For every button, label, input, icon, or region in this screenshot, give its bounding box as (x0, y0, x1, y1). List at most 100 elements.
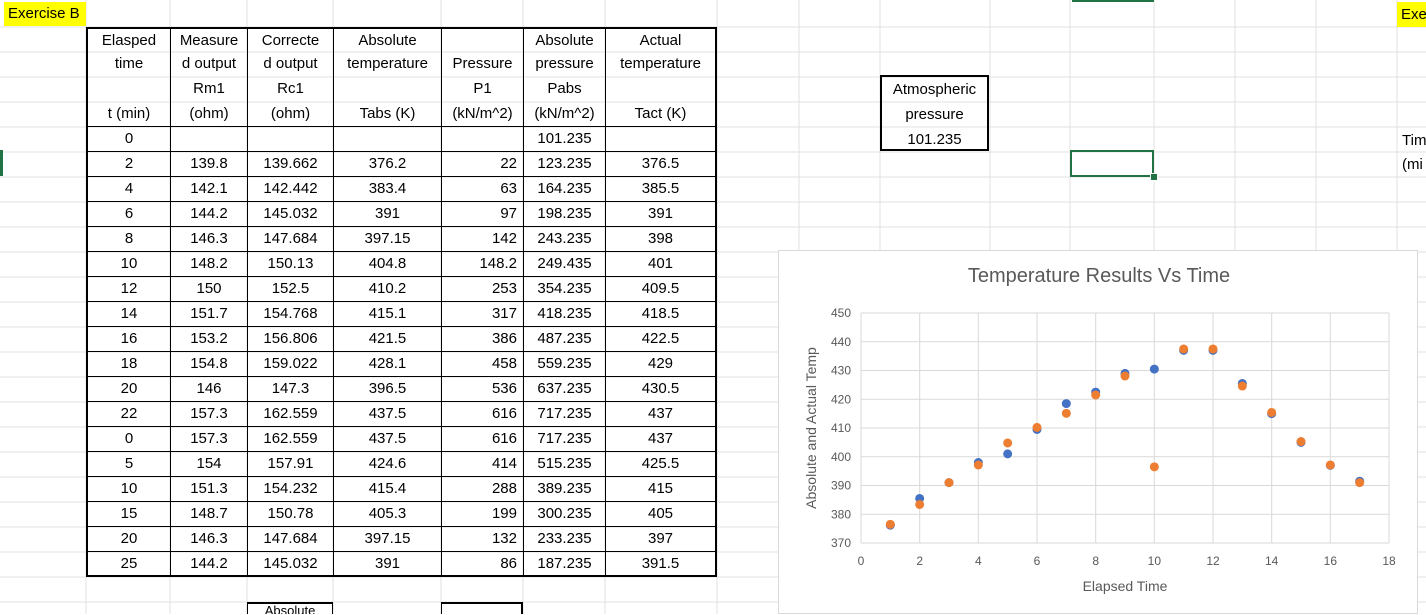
table-cell[interactable]: 409.5 (605, 277, 717, 302)
table-cell[interactable]: 414 (441, 452, 523, 477)
table-cell[interactable]: 151.3 (170, 477, 247, 502)
selected-cell[interactable] (1070, 150, 1154, 177)
table-cell[interactable]: 148.2 (441, 252, 523, 277)
table-cell[interactable]: 437 (605, 427, 717, 452)
table-cell[interactable]: 139.8 (170, 152, 247, 177)
table-cell[interactable]: 142 (441, 227, 523, 252)
table-cell[interactable]: 422.5 (605, 327, 717, 352)
table-cell[interactable]: 616 (441, 402, 523, 427)
table-cell[interactable]: 187.235 (523, 552, 605, 577)
table-cell[interactable]: 157.91 (247, 452, 333, 477)
table-cell[interactable]: 20 (86, 527, 170, 552)
table-cell[interactable]: 148.2 (170, 252, 247, 277)
table-cell[interactable]: 391 (333, 202, 441, 227)
table-cell[interactable]: 376.2 (333, 152, 441, 177)
table-cell[interactable]: 354.235 (523, 277, 605, 302)
table-cell[interactable]: 410.2 (333, 277, 441, 302)
table-cell[interactable]: 144.2 (170, 552, 247, 577)
table-cell[interactable]: 437 (605, 402, 717, 427)
table-cell[interactable]: 10 (86, 252, 170, 277)
header-cell[interactable]: Tact (K) (605, 102, 717, 127)
table-cell[interactable]: 418.235 (523, 302, 605, 327)
table-cell[interactable]: 405.3 (333, 502, 441, 527)
table-cell[interactable]: 145.032 (247, 552, 333, 577)
header-cell[interactable]: (kN/m^2) (441, 102, 523, 127)
header-cell[interactable]: pressure (523, 52, 605, 77)
table-cell[interactable]: 123.235 (523, 152, 605, 177)
table-cell[interactable]: 6 (86, 202, 170, 227)
scatter-chart[interactable]: Temperature Results Vs Time 370 380 390 400… (778, 250, 1418, 614)
table-cell[interactable]: 147.684 (247, 227, 333, 252)
table-cell[interactable]: 430.5 (605, 377, 717, 402)
table-cell[interactable] (247, 127, 333, 152)
header-cell[interactable]: Elasped (86, 27, 170, 52)
table-cell[interactable]: 139.662 (247, 152, 333, 177)
header-cell[interactable]: (ohm) (247, 102, 333, 127)
table-cell[interactable]: 391 (605, 202, 717, 227)
partial-header-cell[interactable]: Absolute (247, 602, 333, 614)
fill-handle[interactable] (1150, 173, 1158, 181)
table-cell[interactable]: 157.3 (170, 402, 247, 427)
table-cell[interactable]: 424.6 (333, 452, 441, 477)
table-cell[interactable]: 397.15 (333, 527, 441, 552)
header-cell[interactable]: Correcte (247, 27, 333, 52)
header-cell[interactable] (441, 27, 523, 52)
header-cell[interactable]: d output (247, 52, 333, 77)
table-cell[interactable]: 717.235 (523, 427, 605, 452)
table-cell[interactable]: 144.2 (170, 202, 247, 227)
table-cell[interactable]: 145.032 (247, 202, 333, 227)
table-cell[interactable]: 5 (86, 452, 170, 477)
table-cell[interactable]: 157.3 (170, 427, 247, 452)
table-cell[interactable]: 404.8 (333, 252, 441, 277)
table-cell[interactable] (605, 127, 717, 152)
table-cell[interactable]: 146 (170, 377, 247, 402)
header-cell[interactable]: Actual (605, 27, 717, 52)
table-cell[interactable]: 22 (86, 402, 170, 427)
table-cell[interactable]: 154.8 (170, 352, 247, 377)
table-cell[interactable]: 487.235 (523, 327, 605, 352)
header-cell[interactable]: d output (170, 52, 247, 77)
table-cell[interactable]: 199 (441, 502, 523, 527)
table-cell[interactable]: 401 (605, 252, 717, 277)
table-cell[interactable]: 16 (86, 327, 170, 352)
table-cell[interactable]: 150.13 (247, 252, 333, 277)
table-cell[interactable]: 164.235 (523, 177, 605, 202)
time-unit-fragment[interactable]: (mi (1402, 156, 1423, 173)
table-cell[interactable]: 14 (86, 302, 170, 327)
table-cell[interactable]: 15 (86, 502, 170, 527)
table-cell[interactable]: 428.1 (333, 352, 441, 377)
table-cell[interactable]: 397 (605, 527, 717, 552)
table-cell[interactable]: 536 (441, 377, 523, 402)
table-cell[interactable]: 559.235 (523, 352, 605, 377)
table-cell[interactable]: 101.235 (523, 127, 605, 152)
table-cell[interactable]: 717.235 (523, 402, 605, 427)
table-cell[interactable] (441, 127, 523, 152)
table-cell[interactable]: 437.5 (333, 402, 441, 427)
table-cell[interactable]: 300.235 (523, 502, 605, 527)
exercise-label-right[interactable]: Exe (1397, 2, 1426, 27)
table-cell[interactable]: 385.5 (605, 177, 717, 202)
table-cell[interactable]: 146.3 (170, 527, 247, 552)
header-cell[interactable]: (kN/m^2) (523, 102, 605, 127)
table-cell[interactable]: 0 (86, 127, 170, 152)
table-cell[interactable]: 4 (86, 177, 170, 202)
table-cell[interactable]: 142.442 (247, 177, 333, 202)
table-cell[interactable]: 142.1 (170, 177, 247, 202)
table-cell[interactable]: 154 (170, 452, 247, 477)
header-cell[interactable]: Rm1 (170, 77, 247, 102)
table-cell[interactable]: 405 (605, 502, 717, 527)
header-cell[interactable]: Measure (170, 27, 247, 52)
table-cell[interactable]: 159.022 (247, 352, 333, 377)
header-cell[interactable]: Absolute (333, 27, 441, 52)
table-cell[interactable]: 162.559 (247, 427, 333, 452)
table-cell[interactable]: 397.15 (333, 227, 441, 252)
table-cell[interactable]: 415.4 (333, 477, 441, 502)
table-cell[interactable]: 97 (441, 202, 523, 227)
header-cell[interactable]: Absolute (523, 27, 605, 52)
table-cell[interactable]: 376.5 (605, 152, 717, 177)
table-cell[interactable]: 153.2 (170, 327, 247, 352)
atmospheric-pressure-box[interactable]: Atmospheric pressure 101.235 (880, 75, 989, 151)
table-cell[interactable]: 63 (441, 177, 523, 202)
table-cell[interactable]: 198.235 (523, 202, 605, 227)
table-cell[interactable]: 391 (333, 552, 441, 577)
